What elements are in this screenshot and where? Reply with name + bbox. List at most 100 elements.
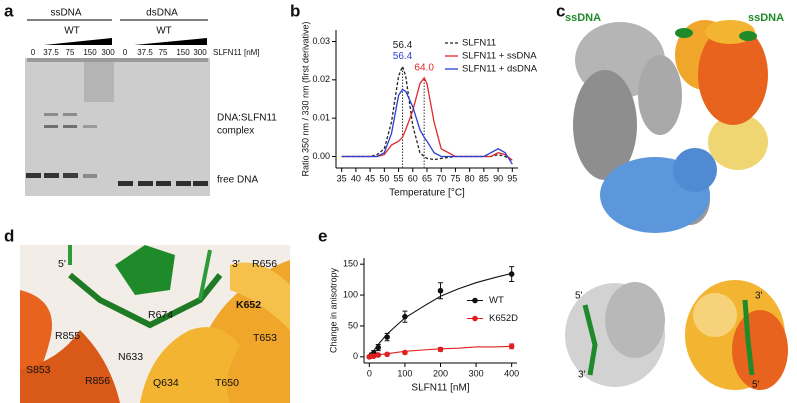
legend-label: SLFN11 (462, 38, 496, 49)
ribbon (693, 293, 737, 337)
residue-label: N633 (118, 351, 143, 363)
ssdna-label: ssDNA (565, 12, 601, 24)
y-tick-label: 150 (343, 259, 358, 269)
end-label: 3' (578, 370, 586, 381)
group-label: dsDNA (146, 8, 178, 19)
y-tick-label: 0.02 (312, 74, 330, 84)
band (138, 181, 153, 186)
x-tick-label: 100 (397, 368, 412, 378)
x-tick-label: 65 (422, 173, 432, 183)
x-tick-label: 300 (469, 368, 484, 378)
ribbon (732, 310, 788, 390)
band (63, 173, 78, 178)
end-label: 5' (575, 291, 583, 302)
y-tick-label: 0 (353, 351, 358, 361)
dna-strand (742, 299, 755, 376)
lane-label: 300 (101, 48, 115, 57)
gel-wells (27, 58, 208, 62)
x-tick-label: 90 (493, 173, 503, 183)
data-point (375, 352, 382, 358)
legend-label: SLFN11 + dsDNA (462, 64, 538, 75)
data-point (508, 271, 515, 277)
gel-bands (26, 58, 208, 186)
lane-label: 37.5 (43, 48, 59, 57)
x-tick-label: 55 (394, 173, 404, 183)
panel-letter: b (290, 1, 300, 20)
density (573, 70, 637, 180)
end-label: 5' (58, 258, 66, 270)
lane-label: 37.5 (137, 48, 153, 57)
residue-label: T653 (253, 332, 277, 344)
data-point (384, 334, 390, 340)
density (638, 55, 682, 135)
x-tick-label: 85 (479, 173, 489, 183)
legend-label: WT (489, 295, 504, 306)
group-label: ssDNA (50, 8, 81, 19)
band (118, 181, 133, 186)
residue-label: R674 (148, 309, 173, 321)
band (63, 125, 77, 128)
legend-label: K652D (489, 313, 518, 324)
x-tick-label: 35 (337, 173, 347, 183)
end-label: 5' (752, 380, 760, 391)
data-point (437, 287, 444, 294)
data-point (508, 343, 515, 350)
band (176, 181, 191, 186)
y-tick-label: 50 (348, 320, 358, 330)
residue-label: Q634 (153, 377, 179, 389)
x-tick-label: 50 (379, 173, 389, 183)
cartoon-models (565, 280, 788, 390)
y-tick-label: 0.00 (312, 151, 330, 161)
fit-curve (369, 345, 512, 358)
condition-label: WT (64, 26, 80, 37)
density (708, 114, 768, 170)
density (698, 25, 768, 125)
smear (84, 62, 114, 102)
data-point (384, 351, 390, 358)
residue-label: R656 (252, 258, 277, 270)
lane-label: 150 (83, 48, 97, 57)
ribbon (20, 330, 120, 403)
gradient-wedge (134, 38, 207, 45)
y-axis-label: Ratio 350 nm / 330 nm (first derivative) (300, 21, 310, 176)
ribbon (605, 282, 665, 358)
density (673, 148, 717, 192)
peak-label: 56.4 (393, 40, 413, 51)
x-tick-label: 75 (450, 173, 460, 183)
concentration-label: SLFN11 [nM] (213, 48, 260, 57)
lane-label: 300 (193, 48, 207, 57)
legend-swatch (472, 315, 478, 322)
dna-base (115, 245, 175, 295)
residue-label: K652 (236, 299, 261, 311)
band (63, 113, 77, 116)
residue-label: R856 (85, 375, 110, 387)
end-label: 3' (755, 291, 763, 302)
series-line (341, 88, 513, 165)
series-line (341, 76, 513, 161)
dna-density (675, 28, 693, 38)
data-point (437, 346, 444, 353)
peak-label: 56.4 (393, 51, 413, 62)
complex-label: DNA:SLFN11 (217, 113, 277, 124)
end-label: 3' (232, 258, 240, 270)
x-axis-label: SLFN11 [nM] (411, 383, 469, 394)
panel-letter: e (318, 226, 327, 245)
band (83, 174, 97, 178)
legend-swatch (472, 297, 478, 304)
lane-label: 75 (159, 48, 168, 57)
band (44, 113, 58, 116)
y-tick-label: 0.03 (312, 36, 330, 46)
lane-label: 0 (31, 48, 36, 57)
data-point (402, 313, 408, 320)
x-tick-label: 80 (465, 173, 475, 183)
structure-detail (20, 245, 290, 403)
x-tick-label: 60 (408, 173, 418, 183)
residue-label: S853 (26, 364, 51, 376)
lane-label: 150 (176, 48, 190, 57)
series-line (341, 64, 513, 161)
dna-strand (582, 304, 598, 376)
data-point (375, 344, 382, 351)
band (44, 173, 59, 178)
dna-backbone (68, 272, 223, 329)
